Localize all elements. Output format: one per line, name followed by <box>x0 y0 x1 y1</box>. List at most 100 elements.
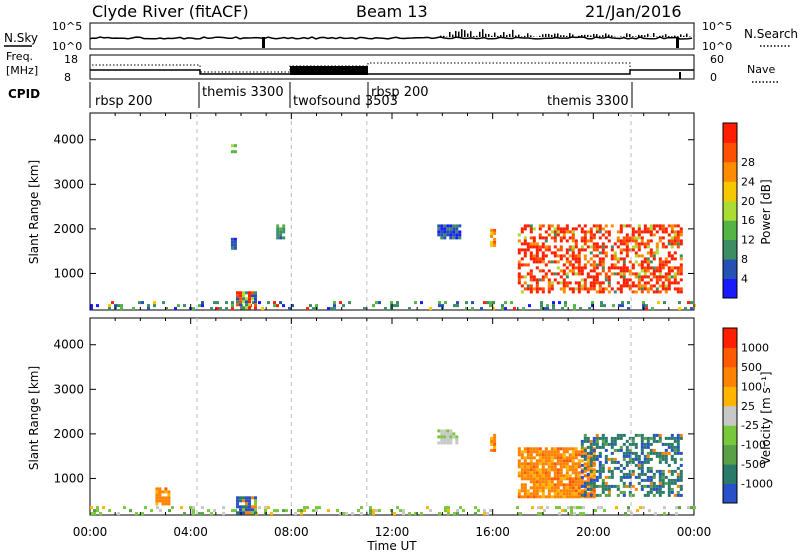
velocity-cell-5 <box>538 495 542 499</box>
power-cell-0 <box>390 301 393 305</box>
nsearch-bar <box>518 34 520 37</box>
power-cell-7 <box>676 242 680 246</box>
power-cell-7 <box>601 269 605 273</box>
power-cell-0 <box>471 301 474 305</box>
power-cell-7 <box>592 269 596 273</box>
velocity-cell-3 <box>440 441 444 445</box>
velocity-cell-6 <box>664 460 668 464</box>
power-cell-0 <box>465 307 468 311</box>
power-cell-7 <box>520 290 524 294</box>
power-cell-7 <box>655 275 659 279</box>
nave-label: Nave <box>747 63 775 76</box>
power-cbar-segment <box>723 161 737 182</box>
velocity-cell-6 <box>649 478 653 482</box>
power-cell-7 <box>679 227 683 231</box>
power-cell-7 <box>565 260 569 264</box>
velocity-cell-5 <box>565 474 569 478</box>
velocity-cell-6 <box>664 436 668 440</box>
velocity-cell-5 <box>517 453 521 457</box>
velocity-cbar-tick: -1000 <box>741 478 773 491</box>
power-cell-7 <box>628 236 632 240</box>
power-cell-7 <box>631 281 635 285</box>
power-cell-0 <box>90 307 93 311</box>
velocity-cell-5 <box>556 495 560 499</box>
velocity-cell-2 <box>254 505 257 509</box>
velocity-cell-5 <box>556 471 560 475</box>
velocity-cell-6 <box>646 457 650 461</box>
nsearch-bar <box>506 35 508 37</box>
velocity-cell-1 <box>164 496 168 500</box>
velocity-cell-6 <box>628 472 632 476</box>
power-cell-7 <box>613 242 617 246</box>
velocity-cell-0 <box>171 506 174 510</box>
power-cell-7 <box>616 236 620 240</box>
velocity-cell-6 <box>640 451 644 455</box>
velocity-cell-6 <box>628 490 632 494</box>
velocity-cell-5 <box>553 477 557 481</box>
power-cell-7 <box>571 233 575 237</box>
power-cell-7 <box>523 263 527 267</box>
velocity-cell-6 <box>679 484 683 488</box>
velocity-cell-1 <box>167 490 171 494</box>
power-cell-7 <box>556 254 560 258</box>
velocity-cell-3 <box>443 435 447 439</box>
velocity-cell-5 <box>592 474 596 478</box>
power-cell-7 <box>655 269 659 273</box>
velocity-cell-2 <box>245 499 248 503</box>
velocity-cell-6 <box>604 481 608 485</box>
velocity-cell-5 <box>571 492 575 496</box>
velocity-cell-5 <box>523 489 527 493</box>
velocity-cell-6 <box>589 493 593 497</box>
power-cell-7 <box>577 257 581 261</box>
power-cell-0 <box>600 301 603 305</box>
power-cell-4 <box>279 230 283 234</box>
power-cell-7 <box>547 281 551 285</box>
power-cell-7 <box>646 251 650 255</box>
velocity-cell-6 <box>622 475 626 479</box>
velocity-cell-0 <box>570 506 573 510</box>
velocity-cell-3 <box>449 438 453 442</box>
power-cell-7 <box>577 224 581 228</box>
velocity-cell-2 <box>254 499 257 503</box>
velocity-cell-6 <box>655 469 659 473</box>
velocity-cell-5 <box>544 453 548 457</box>
power-cell-7 <box>652 251 656 255</box>
velocity-cell-6 <box>676 448 680 452</box>
velocity-cell-5 <box>577 459 581 463</box>
velocity-cell-0 <box>570 509 573 513</box>
power-cell-5 <box>455 233 459 237</box>
velocity-cell-6 <box>604 487 608 491</box>
velocity-cell-6 <box>628 469 632 473</box>
power-cell-7 <box>604 224 608 228</box>
power-cell-7 <box>670 257 674 261</box>
velocity-cell-6 <box>664 442 668 446</box>
velocity-cell-0 <box>627 509 630 513</box>
power-cell-7 <box>589 269 593 273</box>
velocity-cell-5 <box>532 468 536 472</box>
velocity-cell-6 <box>625 472 629 476</box>
power-cell-7 <box>643 272 647 276</box>
power-cell-7 <box>667 287 671 291</box>
time-tick-label: 12:00 <box>375 525 410 539</box>
velocity-cell-0 <box>201 506 204 510</box>
power-cell-7 <box>649 248 653 252</box>
power-cell-5 <box>449 224 453 228</box>
velocity-cell-5 <box>547 465 551 469</box>
velocity-cell-5 <box>541 462 545 466</box>
velocity-cell-5 <box>526 468 530 472</box>
velocity-cell-6 <box>658 436 662 440</box>
velocity-cell-5 <box>586 462 590 466</box>
velocity-cell-5 <box>553 474 557 478</box>
velocity-cell-5 <box>559 483 563 487</box>
velocity-cell-5 <box>529 477 533 481</box>
power-cell-0 <box>690 301 693 305</box>
velocity-cell-0 <box>483 512 486 516</box>
power-cell-7 <box>625 269 629 273</box>
velocity-cell-6 <box>595 469 599 473</box>
velocity-cell-5 <box>517 447 521 451</box>
power-cell-0 <box>279 301 282 305</box>
power-cell-0 <box>510 301 513 305</box>
velocity-cell-5 <box>544 456 548 460</box>
velocity-cell-5 <box>541 492 545 496</box>
power-cell-7 <box>532 257 536 261</box>
